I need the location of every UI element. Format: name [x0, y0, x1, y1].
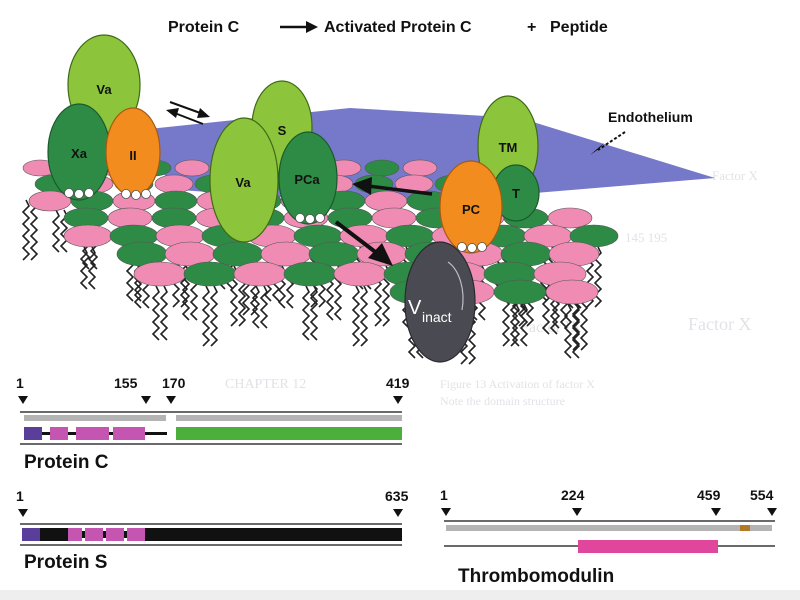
protein-c-tick-1: 1	[16, 375, 24, 391]
phospholipid-head	[364, 159, 400, 177]
lipid-tail	[51, 209, 61, 253]
thrombin-thrombomodulin-complex: TM T PC	[439, 95, 540, 254]
ghost-body-b: Note the domain structure	[440, 394, 565, 408]
ghost-body-a: Figure 13 Activation of factor X	[440, 377, 595, 391]
lipid-tail	[301, 285, 311, 341]
lipid-tail	[151, 285, 161, 341]
phospholipid-head	[547, 207, 593, 229]
ii-label: II	[129, 148, 136, 163]
endothelium-label: Endothelium	[608, 109, 693, 125]
gla-calcium-dots	[64, 188, 151, 200]
v-inact-protein	[404, 241, 476, 363]
thrombomodulin-map-title: Thrombomodulin	[458, 566, 614, 587]
lipid-tail	[21, 199, 31, 261]
phospholipid-head	[233, 261, 287, 287]
v-inact-sub: inact	[422, 309, 452, 325]
v-inact-v: V	[408, 297, 422, 319]
phospholipid-head	[493, 279, 547, 305]
phospholipid-head	[333, 261, 387, 287]
s-label: S	[278, 123, 287, 138]
product-label: Activated Protein C	[324, 19, 472, 36]
protein-c-map: 1 155 170 419 Protein C	[16, 375, 410, 473]
lipid-tail	[309, 285, 319, 341]
bottom-band	[0, 590, 800, 600]
endothelium-pointer	[590, 131, 626, 155]
prothrombinase-complex: Va Xa II	[47, 34, 161, 201]
phospholipid-head	[545, 279, 599, 305]
tm-tick-224: 224	[561, 487, 585, 503]
phospholipid-head	[133, 261, 187, 287]
lipid-tail	[571, 303, 581, 359]
byproduct-label: Peptide	[550, 19, 608, 36]
lipid-tail	[541, 279, 551, 335]
xa-label: Xa	[71, 146, 88, 161]
lipid-tail	[563, 303, 573, 359]
phospholipid-head	[183, 261, 237, 287]
phospholipid-head	[151, 207, 197, 229]
ghost-factor-x-top: Factor X	[712, 168, 758, 183]
tm-tick-554: 554	[750, 487, 774, 503]
phospholipid-head	[174, 159, 210, 177]
va-label: Va	[96, 82, 112, 97]
ghost-chapter: CHAPTER 12	[225, 377, 306, 392]
protein-s-tick-1: 1	[16, 488, 24, 504]
ghost-ticks: 145 195	[625, 230, 667, 245]
tm-tick-459: 459	[697, 487, 721, 503]
lipid-tail	[209, 285, 219, 347]
inactivated-factor-v: V inact	[404, 241, 476, 363]
protein-c-tick-155: 155	[114, 375, 138, 391]
va-apc-label: Va	[235, 175, 251, 190]
lipid-tail	[259, 285, 269, 329]
pc-protein	[439, 160, 503, 254]
phospholipid-head	[283, 261, 337, 287]
pca-label: PCa	[294, 172, 320, 187]
gla-calcium-dots-apc	[295, 213, 325, 224]
phospholipid-head	[63, 224, 113, 248]
pca-protein	[278, 131, 338, 225]
protein-s-tick-635: 635	[385, 488, 409, 504]
tm-tick-1: 1	[440, 487, 448, 503]
phospholipid-head	[154, 174, 194, 194]
reaction-arrow	[280, 21, 318, 33]
protein-s-map-title: Protein S	[24, 552, 107, 573]
activation-arrow	[352, 177, 433, 196]
equilibrium-arrows	[166, 101, 210, 125]
lipid-tail	[351, 285, 361, 347]
protein-s-map: 1 635 Protein S	[16, 488, 409, 573]
gla-calcium-dots-pc	[457, 242, 487, 253]
thrombomodulin-map: 1 224 459 554 Thrombomodulin	[440, 487, 777, 587]
lipid-tail	[201, 285, 211, 347]
inactivation-arrow	[334, 220, 393, 266]
ghost-factor-x: Factor X	[688, 314, 751, 334]
lipid-tail	[359, 285, 369, 347]
protein-c-tick-170: 170	[162, 375, 186, 391]
protein-c-tick-419: 419	[386, 375, 410, 391]
va-protein-apc	[209, 117, 279, 243]
reaction-equation: Protein C Activated Protein C + Peptide	[168, 19, 608, 36]
lipid-tail	[159, 285, 169, 341]
pc-label: PC	[462, 202, 481, 217]
t-label: T	[512, 186, 520, 201]
protein-c-map-title: Protein C	[24, 452, 109, 473]
apc-complex: S Va PCa	[209, 80, 338, 243]
phospholipid-head	[402, 159, 438, 177]
lipid-tail	[29, 199, 39, 261]
phospholipid-head	[364, 190, 408, 212]
tm-label: TM	[499, 140, 518, 155]
reactant-label: Protein C	[168, 19, 240, 36]
plus-sign: +	[527, 19, 536, 36]
